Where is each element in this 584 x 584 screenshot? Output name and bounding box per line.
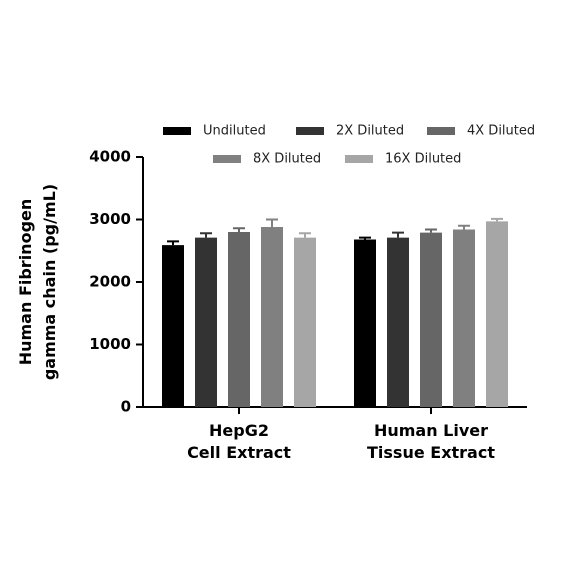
error-bar — [491, 217, 503, 222]
legend-label: 4X Diluted — [467, 124, 535, 139]
bar — [228, 232, 250, 407]
error-bar — [233, 227, 245, 232]
error-bar — [458, 224, 470, 230]
y-tick-label: 0 — [121, 398, 131, 416]
error-bar — [392, 231, 404, 238]
bar — [420, 232, 442, 407]
error-bar — [359, 236, 371, 240]
legend-label: 8X Diluted — [253, 152, 321, 167]
legend-swatch — [427, 127, 455, 135]
error-bar — [167, 240, 179, 246]
error-bar — [299, 232, 311, 238]
legend-swatch — [345, 155, 373, 163]
bar — [195, 237, 217, 407]
y-tick-label: 3000 — [89, 210, 131, 228]
bar — [453, 229, 475, 407]
legend-swatch — [163, 127, 191, 135]
bar — [294, 237, 316, 407]
bar — [354, 239, 376, 407]
y-tick-label: 4000 — [89, 148, 131, 166]
x-tick-label: Human Liver Tissue Extract — [367, 421, 495, 462]
error-bar — [200, 232, 212, 238]
y-axis-title: Human Fibrinogen gamma chain (pg/mL) — [16, 184, 59, 380]
legend-swatch — [213, 155, 241, 163]
y-tick-label: 1000 — [89, 335, 131, 353]
y-tick-label: 2000 — [89, 273, 131, 291]
bar — [486, 221, 508, 407]
x-tick-label: HepG2 Cell Extract — [187, 421, 291, 462]
error-bar — [425, 228, 437, 233]
legend-label: Undiluted — [203, 124, 266, 139]
bar — [261, 227, 283, 407]
error-bar — [266, 218, 278, 227]
legend-label: 16X Diluted — [385, 152, 461, 167]
legend-label: 2X Diluted — [336, 124, 404, 139]
bar — [162, 245, 184, 407]
legend-swatch — [296, 127, 324, 135]
bar — [387, 237, 409, 407]
